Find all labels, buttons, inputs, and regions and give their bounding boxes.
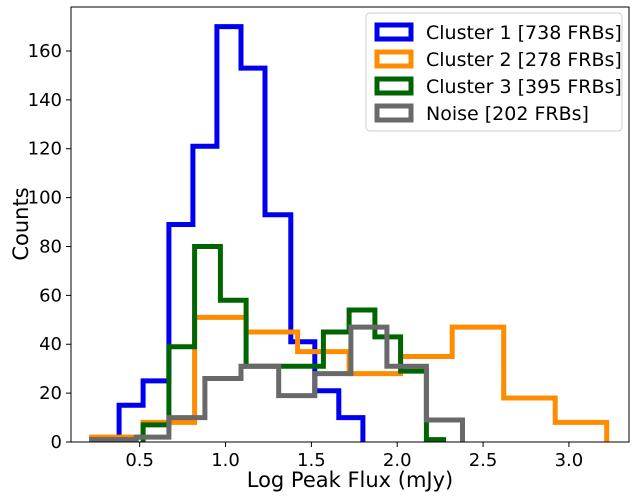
x-tick-label: 1.5 — [297, 450, 326, 471]
y-tick-label: 0 — [51, 432, 62, 453]
legend-label-3: Cluster 3 [395 FRBs] — [426, 76, 622, 98]
y-axis-label: Counts — [9, 187, 33, 260]
legend-swatch-3 — [374, 76, 414, 96]
x-tick-label: 2.0 — [383, 450, 412, 471]
series-1-step-line — [116, 24, 366, 442]
legend-box — [365, 12, 623, 132]
legend-label-1: Cluster 1 [738 FRBs] — [426, 22, 622, 44]
y-tick-label: 140 — [28, 90, 62, 111]
x-tick-label: 2.5 — [469, 450, 498, 471]
x-tick-label: 0.5 — [125, 450, 154, 471]
legend-swatch-2 — [374, 49, 414, 69]
series-4-step-line — [89, 324, 465, 443]
y-tick-label: 80 — [39, 236, 62, 257]
series-layer — [89, 24, 610, 443]
y-axis: 0 20 40 60 80 100 120 140 160 — [28, 41, 71, 453]
x-tick-label: 1.0 — [211, 450, 240, 471]
legend-items: Cluster 1 [738 FRBs] Cluster 2 [278 FRBs]… — [374, 22, 622, 125]
y-tick-label: 120 — [28, 139, 62, 160]
x-axis: 0.5 1.0 1.5 2.0 2.5 3.0 — [125, 442, 583, 471]
x-tick-label: 3.0 — [555, 450, 584, 471]
y-tick-label: 60 — [39, 285, 62, 306]
y-tick-label: 20 — [39, 383, 62, 404]
y-tick-label: 100 — [28, 188, 62, 209]
x-axis-label: Log Peak Flux (mJy) — [247, 468, 454, 492]
series-3-step-line — [140, 244, 447, 443]
y-tick-label: 160 — [28, 41, 62, 62]
plot-frame — [70, 6, 630, 443]
legend-swatch-1 — [374, 22, 414, 42]
legend: Cluster 1 [738 FRBs] Cluster 2 [278 FRBs]… — [365, 12, 623, 132]
legend-label-4: Noise [202 FRBs] — [426, 103, 589, 125]
legend-swatch-4 — [374, 103, 414, 123]
y-tick-label: 40 — [39, 334, 62, 355]
legend-label-2: Cluster 2 [278 FRBs] — [426, 49, 622, 71]
